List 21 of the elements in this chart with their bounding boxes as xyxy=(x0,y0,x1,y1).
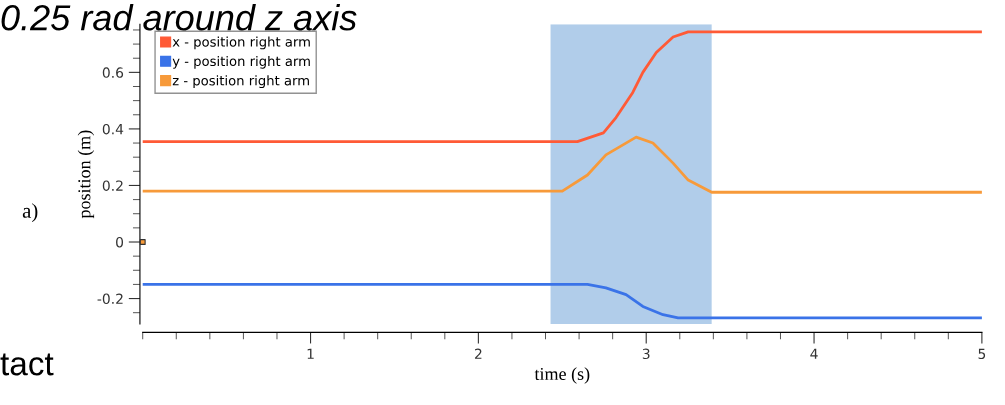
line-series xyxy=(142,283,982,320)
y-tick-label: -0.2 xyxy=(97,293,123,305)
line-series xyxy=(142,30,982,144)
legend-label: y - position right arm xyxy=(172,55,310,69)
y-tick-label: 0 xyxy=(116,236,124,248)
y-axis-title: position (m) xyxy=(77,130,95,219)
x-axis-title: time (s) xyxy=(534,367,590,384)
text: tact xyxy=(0,353,54,376)
y-tick-label: 0.4 xyxy=(102,123,124,135)
text: a) xyxy=(22,203,38,223)
x-tick-label: 2 xyxy=(474,348,482,359)
legend-label: x - position right arm xyxy=(172,36,310,50)
x-tick-label: 5 xyxy=(978,348,986,360)
x-tick-label: 1 xyxy=(307,348,314,359)
line-series xyxy=(142,135,982,194)
x-tick-label: 4 xyxy=(810,348,818,359)
annotation: 0.25 rad around z axis xyxy=(1,4,357,31)
y-tick-label: 0.6 xyxy=(102,67,124,78)
legend-label: z - position right arm xyxy=(172,75,309,89)
y-tick-label: 0.2 xyxy=(102,180,123,191)
x-tick-label: 3 xyxy=(642,348,650,360)
